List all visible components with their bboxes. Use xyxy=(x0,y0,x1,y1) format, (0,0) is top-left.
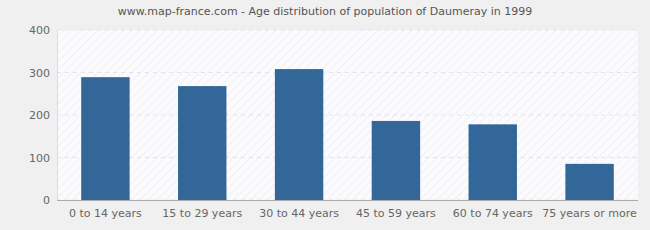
bar xyxy=(565,164,613,200)
chart-container: www.map-france.com - Age distribution of… xyxy=(0,0,650,230)
y-tick-label: 300 xyxy=(29,67,50,80)
x-tick-label: 30 to 44 years xyxy=(259,207,339,220)
title: www.map-france.com - Age distribution of… xyxy=(118,5,532,18)
background xyxy=(0,0,650,230)
chart: www.map-france.com - Age distribution of… xyxy=(0,0,650,230)
grid-line xyxy=(57,157,638,158)
grid-line xyxy=(57,72,638,73)
grid-line xyxy=(57,115,638,116)
x-axis xyxy=(57,200,638,201)
y-tick-label: 0 xyxy=(43,194,50,207)
grid-line xyxy=(57,200,638,201)
bar xyxy=(81,77,129,200)
bar xyxy=(275,69,323,200)
x-tick-label: 60 to 74 years xyxy=(453,207,533,220)
grid-line xyxy=(57,30,638,31)
bar xyxy=(469,124,517,200)
bar xyxy=(372,121,420,200)
y-tick-label: 100 xyxy=(29,152,50,165)
y-tick-label: 200 xyxy=(29,109,50,122)
x-tick-label: 0 to 14 years xyxy=(69,207,142,220)
bar xyxy=(178,86,226,200)
bars xyxy=(81,69,614,200)
x-tick-label: 45 to 59 years xyxy=(356,207,436,220)
y-tick-label: 400 xyxy=(29,24,50,37)
x-tick-label: 75 years or more xyxy=(542,207,637,220)
x-tick-label: 15 to 29 years xyxy=(162,207,242,220)
plot-area xyxy=(57,30,638,200)
y-axis xyxy=(57,30,58,200)
